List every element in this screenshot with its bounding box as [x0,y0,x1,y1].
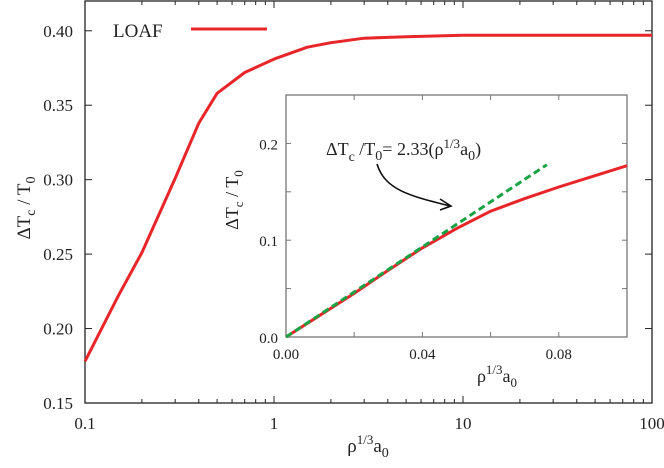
annotation-arrow [376,163,453,211]
inset-x-tick-label: 0.04 [409,347,436,363]
inset-x-tick-label: 0.08 [546,347,572,363]
main-plot: 0.1 1 10 100 0.15 0.20 0.25 0.30 0.35 0.40 [43,0,664,433]
inset-x-tick-label: 0.00 [273,347,299,363]
inset-linear-fit-line [285,163,548,339]
inset-y-tick-label: 0.2 [259,137,278,153]
x-tick-label: 0.1 [74,414,95,433]
inset-frame [285,94,628,338]
y-tick-label: 0.30 [43,171,73,190]
inset-y-tick-label: 0.1 [259,234,278,250]
y-tick-label: 0.35 [43,96,73,115]
y-tick-label: 0.20 [43,320,73,339]
x-tick-label: 10 [455,414,472,433]
y-tick-label: 0.25 [43,245,73,264]
legend: LOAF [113,21,267,42]
x-tick-label: 100 [639,414,664,433]
legend-label-loaf: LOAF [113,21,163,42]
slope-annotation: ΔTc /T0= 2.33(ρ1/3a0) [326,136,481,165]
series-line-loaf [83,33,652,362]
inset-plot: 0.00 0.04 0.08 0.0 0.1 0.2 [259,94,628,363]
main-y-axis-label: ΔTc / T0 [14,176,39,239]
x-tick-label: 1 [270,414,279,433]
main-plot-frame [84,0,653,404]
inset-y-axis-label: ΔTc / T0 [222,170,246,230]
main-x-axis-label: ρ1/3a0 [347,432,389,461]
y-tick-label: 0.40 [43,22,73,41]
inset-y-tick-label: 0.0 [259,331,278,347]
inset-x-axis-label: ρ1/3a0 [477,362,517,390]
y-tick-label: 0.15 [43,394,73,413]
